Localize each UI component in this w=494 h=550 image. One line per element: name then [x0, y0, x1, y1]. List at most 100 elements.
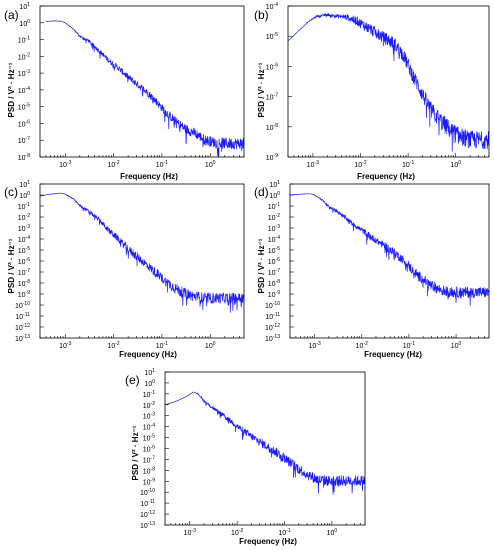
y-tick-label: 10-12	[265, 323, 280, 332]
y-tick-label: 10-4	[18, 235, 30, 244]
x-tick-label: 10-1	[156, 341, 168, 350]
plot-frame	[39, 5, 245, 158]
plot-frame	[164, 371, 366, 526]
x-axis-label: Frequency (Hz)	[119, 350, 177, 359]
y-tick-label: 10-11	[265, 312, 280, 321]
y-tick-label: 10-2	[18, 52, 30, 61]
panel-b: (b) 10-3 10-2 10-1 10010-910-810-710-610-51…	[254, 2, 490, 181]
plot-frame	[287, 5, 490, 158]
panel-label: (b)	[254, 8, 269, 22]
y-tick-label: 10-4	[18, 86, 30, 95]
y-tick-label: 10-4	[143, 423, 155, 432]
y-tick-label: 100	[19, 191, 30, 200]
y-axis-label: PSD / V² · Hz⁻¹	[7, 62, 16, 117]
y-tick-label: 10-9	[18, 290, 30, 299]
y-tick-label: 10-3	[18, 69, 30, 78]
x-tick-label: 10-2	[354, 160, 366, 169]
x-tick-label: 100	[205, 341, 216, 350]
y-tick-label: 10-2	[18, 213, 30, 222]
panel-label: (a)	[4, 8, 19, 22]
panel-c: (c) 10-3 10-2 10-1 10010-1310-1210-1110-101…	[4, 180, 245, 359]
y-tick-label: 10-6	[143, 445, 155, 454]
y-tick-label: 10-13	[265, 334, 280, 343]
x-tick-label: 10-1	[402, 160, 414, 169]
psd-series-line	[287, 12, 490, 152]
plot-frame	[289, 183, 490, 339]
y-tick-label: 10-6	[266, 62, 278, 71]
y-tick-label: 10-9	[143, 477, 155, 486]
y-axis-label: PSD / V² · Hz⁻¹	[257, 238, 266, 293]
x-tick-label: 100	[327, 528, 338, 537]
x-tick-label: 10-3	[184, 528, 196, 537]
x-axis-label: Frequency (Hz)	[357, 172, 415, 181]
y-tick-label: 10-4	[266, 2, 278, 11]
y-tick-label: 10-8	[268, 279, 280, 288]
y-tick-label: 101	[269, 180, 280, 189]
x-tick-label: 10-3	[59, 341, 71, 350]
y-tick-label: 10-5	[268, 246, 280, 255]
panel-label: (c)	[4, 185, 18, 199]
psd-series-line	[164, 391, 366, 495]
y-tick-label: 10-7	[18, 136, 30, 145]
y-tick-label: 10-7	[266, 93, 278, 102]
y-tick-label: 10-3	[18, 224, 30, 233]
y-tick-label: 10-3	[143, 412, 155, 421]
x-tick-label: 10-2	[107, 160, 119, 169]
x-tick-label: 10-1	[278, 528, 290, 537]
x-axis-label: Frequency (Hz)	[239, 537, 297, 546]
y-tick-label: 10-4	[268, 235, 280, 244]
x-tick-label: 100	[205, 160, 216, 169]
y-tick-label: 10-3	[268, 224, 280, 233]
plot-area: 10-3 10-2 10-1 100 10-13 10-12 10-11 10-10 10-9 1…	[140, 368, 366, 537]
y-tick-label: 10-9	[268, 290, 280, 299]
x-tick-label: 10-2	[231, 528, 243, 537]
y-tick-label: 10-1	[18, 36, 30, 45]
y-tick-label: 10-1	[268, 202, 280, 211]
x-tick-label: 10-2	[107, 341, 119, 350]
y-tick-label: 10-8	[18, 279, 30, 288]
y-tick-label: 100	[19, 19, 30, 28]
x-tick-label: 10-2	[356, 341, 368, 350]
y-tick-label: 10-7	[143, 455, 155, 464]
y-tick-label: 10-2	[268, 213, 280, 222]
panel-a: (a) 10-3 10-2 10-1 100 10-8 10-7 10-6 10-5 10-4 1…	[4, 2, 245, 181]
y-tick-label: 10-6	[18, 119, 30, 128]
y-tick-label: 101	[144, 368, 155, 377]
panel-d: (d) 10-3 10-2 10-1 10010-1310-1210-1110-101…	[254, 180, 490, 359]
y-tick-label: 10-7	[18, 268, 30, 277]
y-tick-label: 10-5	[266, 32, 278, 41]
x-axis-label: Frequency (Hz)	[364, 350, 422, 359]
psd-series-line	[290, 193, 490, 307]
y-tick-label: 10-1	[143, 390, 155, 399]
y-tick-label: 10-7	[268, 268, 280, 277]
x-tick-label: 10-3	[59, 160, 71, 169]
panel-label: (d)	[254, 185, 269, 199]
y-tick-label: 101	[19, 180, 30, 189]
x-tick-label: 100	[450, 160, 461, 169]
y-tick-label: 10-2	[143, 401, 155, 410]
y-tick-label: 10-1	[18, 202, 30, 211]
x-tick-label: 10-3	[309, 341, 321, 350]
psd-series-line	[39, 192, 245, 313]
y-axis-label: PSD / V² · Hz⁻¹	[257, 62, 266, 117]
y-tick-label: 10-13	[15, 334, 30, 343]
y-tick-label: 10-10	[140, 488, 155, 497]
y-tick-label: 10-11	[140, 499, 155, 508]
y-axis-label: PSD / V² · Hz⁻¹	[131, 425, 140, 480]
y-tick-label: 10-8	[18, 153, 30, 162]
y-tick-label: 10-8	[266, 123, 278, 132]
plot-area: 10-3 10-2 10-1 100 10-9 10-8 10-7 10-6 10-5 10-4	[266, 2, 490, 169]
x-tick-label: 10-1	[403, 341, 415, 350]
y-tick-label: 10-5	[143, 434, 155, 443]
y-tick-label: 10-8	[143, 466, 155, 475]
y-tick-label: 10-6	[18, 257, 30, 266]
y-tick-label: 100	[269, 191, 280, 200]
y-tick-label: 10-5	[18, 246, 30, 255]
x-tick-label: 10-3	[307, 160, 319, 169]
y-tick-label: 10-11	[15, 312, 30, 321]
y-tick-label: 10-5	[18, 103, 30, 112]
y-tick-label: 10-12	[15, 323, 30, 332]
panel-label: (e)	[125, 373, 140, 387]
y-tick-label: 100	[144, 379, 155, 388]
